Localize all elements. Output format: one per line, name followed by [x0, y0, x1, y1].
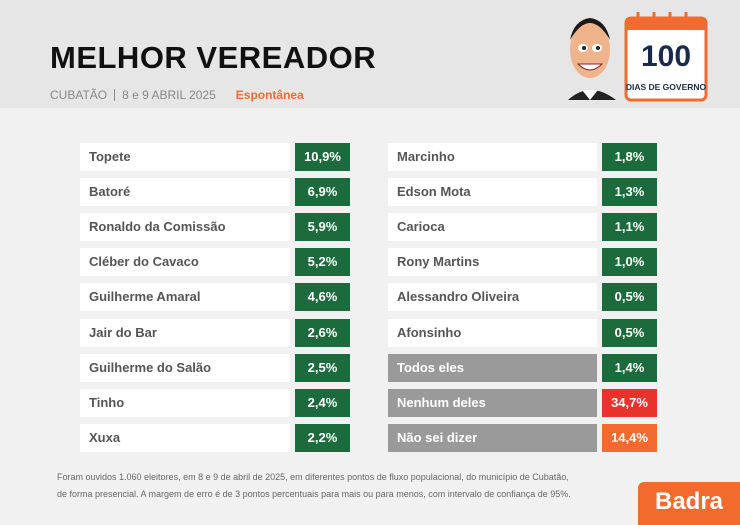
percentage: 10,9% — [295, 143, 350, 171]
table-row: Cléber do Cavaco 5,2% — [80, 248, 350, 277]
table-row: Tinho 2,4% — [80, 388, 350, 417]
percentage: 2,6% — [295, 318, 350, 347]
candidate-name: Nenhum deles — [388, 388, 597, 417]
candidate-name: Xuxa — [80, 423, 290, 452]
candidate-name: Cléber do Cavaco — [80, 248, 290, 277]
table-row: Edson Mota 1,3% — [388, 178, 657, 207]
percentage: 1,8% — [602, 143, 657, 171]
badge-text: DIAS DE GOVERNO — [626, 82, 707, 92]
candidate-name: Todos eles — [388, 353, 597, 382]
percentage: 1,0% — [602, 248, 657, 277]
table-row: Alessandro Oliveira 0,5% — [388, 283, 657, 312]
table-row: Não sei dizer 14,4% — [388, 423, 657, 452]
table-row: Ronaldo da Comissão 5,9% — [80, 213, 350, 242]
candidate-name: Topete — [80, 143, 290, 171]
candidate-name: Edson Mota — [388, 178, 597, 207]
table-row: Batoré 6,9% — [80, 178, 350, 207]
percentage: 2,2% — [295, 423, 350, 452]
table-row: Carioca 1,1% — [388, 213, 657, 242]
candidate-name: Tinho — [80, 388, 290, 417]
candidate-name: Jair do Bar — [80, 318, 290, 347]
subtitle: CUBATÃO 8 e 9 ABRIL 2025 Espontânea — [50, 88, 304, 102]
table-row: Topete 10,9% — [80, 143, 350, 171]
percentage: 4,6% — [295, 283, 350, 312]
candidate-name: Guilherme do Salão — [80, 353, 290, 382]
calendar: 100 DIAS DE GOVERNO — [624, 12, 708, 102]
table-row: Marcinho 1,8% — [388, 143, 657, 171]
table-row: Jair do Bar 2,6% — [80, 318, 350, 347]
method: Espontânea — [235, 88, 304, 102]
table-row: Nenhum deles 34,7% — [388, 388, 657, 417]
brand-logo: Badra — [638, 482, 740, 525]
table-row: Guilherme do Salão 2,5% — [80, 353, 350, 382]
percentage: 1,1% — [602, 213, 657, 242]
percentage: 34,7% — [602, 388, 657, 417]
separator — [114, 89, 116, 101]
candidate-name: Rony Martins — [388, 248, 597, 277]
percentage: 5,2% — [295, 248, 350, 277]
candidate-name: Não sei dizer — [388, 423, 597, 452]
percentage: 2,4% — [295, 388, 350, 417]
header: MELHOR VEREADOR CUBATÃO 8 e 9 ABRIL 2025 E… — [0, 0, 740, 108]
table-row: Afonsinho 0,5% — [388, 318, 657, 347]
table-row: Todos eles 1,4% — [388, 353, 657, 382]
percentage: 1,4% — [602, 353, 657, 382]
percentage: 6,9% — [295, 178, 350, 207]
table-row: Guilherme Amaral 4,6% — [80, 283, 350, 312]
title: MELHOR VEREADOR — [50, 40, 377, 75]
percentage: 1,3% — [602, 178, 657, 207]
candidate-name: Batoré — [80, 178, 290, 207]
caricature — [568, 18, 616, 100]
percentage: 0,5% — [602, 283, 657, 312]
percentage: 5,9% — [295, 213, 350, 242]
percentage: 0,5% — [602, 318, 657, 347]
table-row: Rony Martins 1,0% — [388, 248, 657, 277]
candidate-name: Alessandro Oliveira — [388, 283, 597, 312]
badge: 100 DIAS DE GOVERNO — [568, 12, 708, 102]
percentage: 2,5% — [295, 353, 350, 382]
dates: 8 e 9 ABRIL 2025 — [122, 88, 216, 102]
location: CUBATÃO — [50, 88, 108, 102]
candidate-name: Afonsinho — [388, 318, 597, 347]
badge-number: 100 — [641, 40, 691, 73]
footnote: Foram ouvidos 1.060 eleitores, em 8 e 9 … — [57, 472, 569, 482]
candidate-name: Carioca — [388, 213, 597, 242]
footnote: de forma presencial. A margem de erro é … — [57, 489, 571, 499]
candidate-name: Guilherme Amaral — [80, 283, 290, 312]
percentage: 14,4% — [602, 423, 657, 452]
candidate-name: Ronaldo da Comissão — [80, 213, 290, 242]
candidate-name: Marcinho — [388, 143, 597, 171]
table-row: Xuxa 2,2% — [80, 423, 350, 452]
